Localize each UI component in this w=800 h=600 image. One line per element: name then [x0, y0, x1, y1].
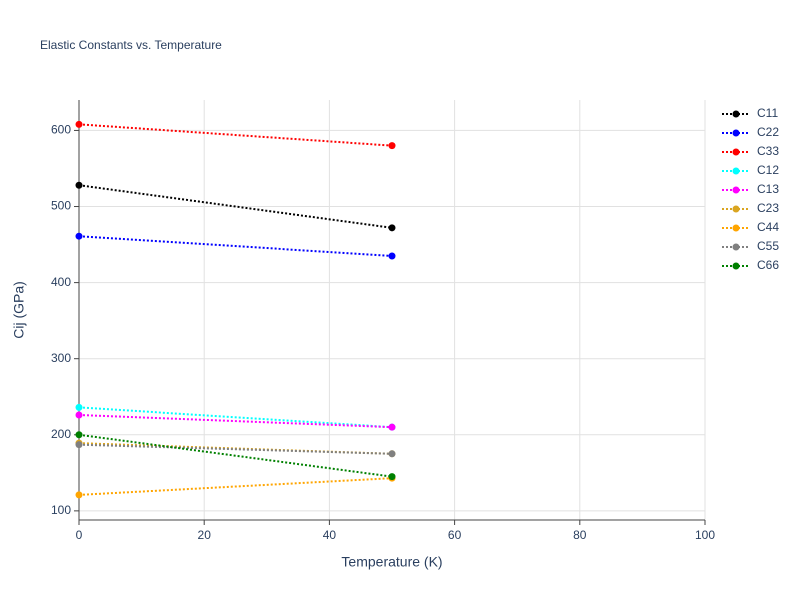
legend-label: C11	[757, 106, 778, 120]
legend-marker	[732, 110, 740, 118]
data-point	[75, 120, 83, 128]
series-line	[78, 235, 393, 257]
data-point	[388, 450, 396, 458]
legend-marker	[732, 129, 740, 137]
series-line	[78, 414, 393, 429]
legend-label: C22	[757, 125, 779, 139]
x-tick-label: 20	[198, 528, 212, 542]
y-tick-label: 600	[51, 123, 71, 137]
series-line	[78, 443, 393, 455]
x-axis-title: Temperature (K)	[341, 554, 442, 570]
legend-label: C66	[757, 258, 779, 272]
series-line	[78, 406, 393, 429]
data-point	[388, 423, 396, 431]
legend-label: C33	[757, 144, 779, 158]
x-tick-label: 40	[323, 528, 337, 542]
y-tick-label: 100	[51, 503, 71, 517]
legend-marker	[732, 205, 740, 213]
data-point	[75, 431, 83, 439]
y-tick-label: 300	[51, 351, 71, 365]
y-tick-label: 400	[51, 275, 71, 289]
y-tick-label: 200	[51, 427, 71, 441]
legend-marker	[732, 186, 740, 194]
data-point	[388, 473, 396, 481]
legend-marker	[732, 262, 740, 270]
series-line	[78, 184, 393, 229]
data-point	[75, 181, 83, 189]
x-tick-label: 100	[695, 528, 715, 542]
series-line	[78, 123, 393, 147]
legend-label: C44	[757, 220, 779, 234]
x-tick-label: 0	[76, 528, 83, 542]
series-line	[78, 477, 393, 496]
legend-label: C55	[757, 239, 779, 253]
legend-label: C13	[757, 182, 779, 196]
legend-marker	[732, 167, 740, 175]
y-axis-title: Cij (GPa)	[11, 281, 27, 339]
data-point	[388, 224, 396, 232]
series-line	[78, 433, 393, 478]
data-point	[75, 232, 83, 240]
data-point	[388, 252, 396, 260]
x-tick-label: 60	[448, 528, 462, 542]
legend-label: C23	[757, 201, 779, 215]
data-point	[75, 411, 83, 419]
legend-marker	[732, 243, 740, 251]
data-point	[75, 403, 83, 411]
chart-title: Elastic Constants vs. Temperature	[40, 38, 222, 52]
legend-label: C12	[757, 163, 779, 177]
x-tick-label: 80	[573, 528, 587, 542]
legend-marker	[732, 148, 740, 156]
legend-marker	[732, 224, 740, 232]
data-point	[388, 142, 396, 150]
data-point	[75, 441, 83, 449]
y-tick-label: 500	[51, 199, 71, 213]
data-point	[75, 491, 83, 499]
